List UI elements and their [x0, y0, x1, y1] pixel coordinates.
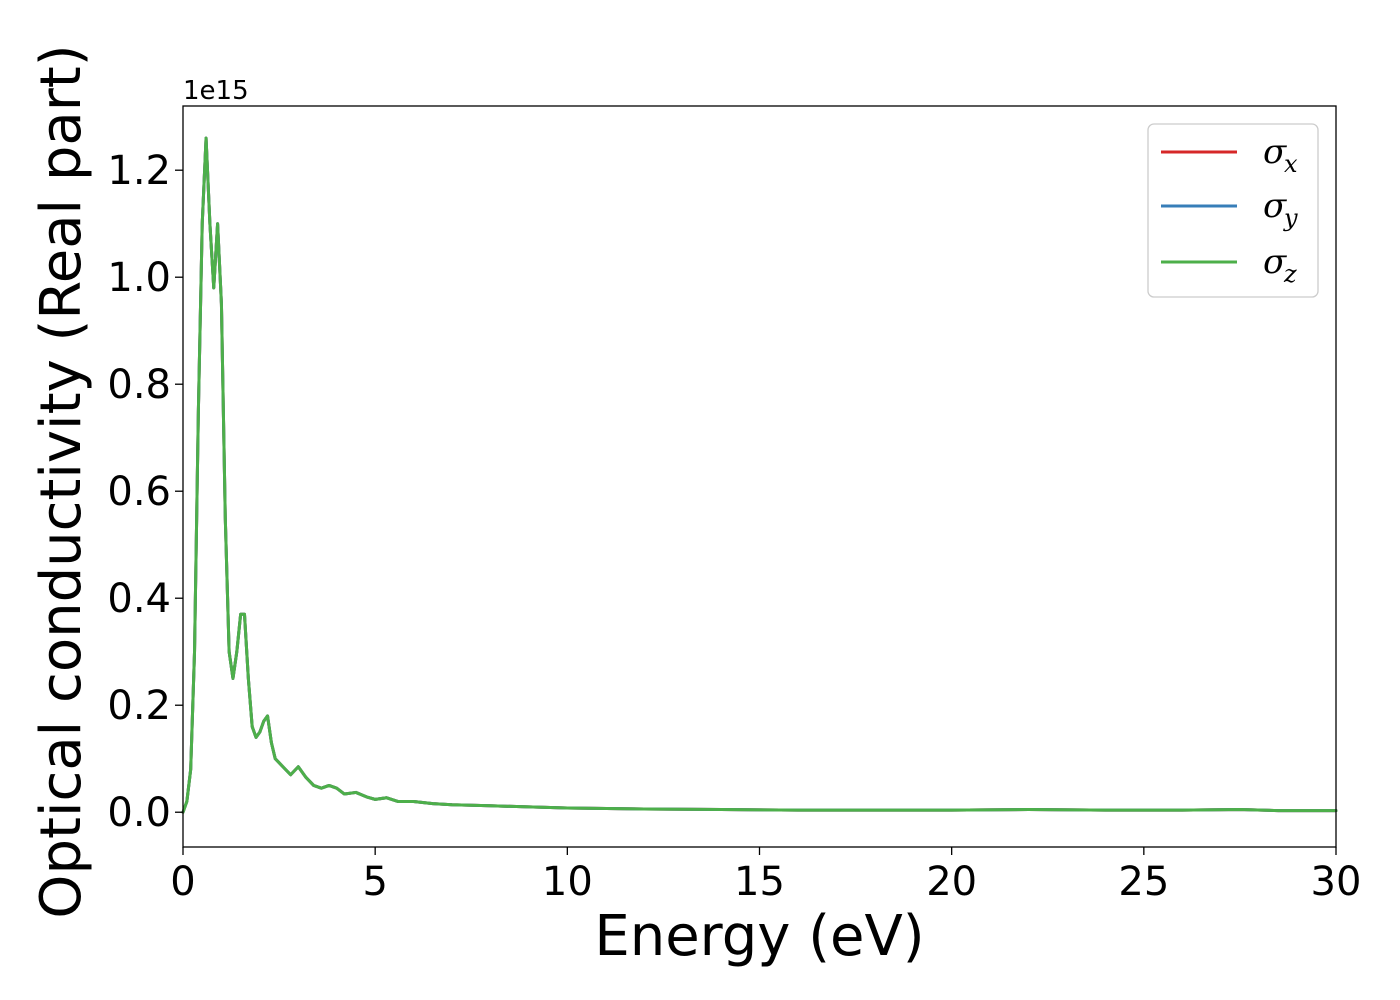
y-tick-label: 0.2 — [107, 683, 171, 729]
series-line-z — [181, 136, 1338, 814]
x-tick-label: 20 — [926, 859, 977, 905]
x-tick-label: 5 — [362, 859, 387, 905]
ticks-layer: 0 5 10 15 20 25 30 0.0 0.2 0.4 0.6 0.8 1.0 1.2 — [107, 148, 1361, 905]
legend-subscript-z: z — [1283, 260, 1297, 288]
y-axis-label: Optical conductivity (Real part) — [29, 44, 94, 918]
x-tick-label: 15 — [734, 859, 785, 905]
legend-label-z: σ — [1263, 242, 1287, 282]
y-tick-label: 0.6 — [107, 469, 171, 515]
x-tick-label: 25 — [1118, 859, 1169, 905]
legend-label-y: σ — [1263, 186, 1287, 226]
legend-box — [1147, 123, 1319, 298]
series-layer — [181, 136, 1338, 814]
y-tick-label: 0.8 — [107, 362, 171, 408]
y-offset-label: 1e15 — [183, 76, 249, 106]
x-tick-label: 30 — [1311, 859, 1362, 905]
y-tick-label: 1.2 — [107, 148, 171, 194]
y-tick-label: 0.4 — [107, 576, 171, 622]
x-axis-label: Energy (eV) — [594, 904, 924, 969]
legend-subscript-y: y — [1283, 204, 1298, 232]
x-tick-label: 10 — [542, 859, 593, 905]
legend-subscript-x: x — [1284, 150, 1298, 178]
y-tick-label: 1.0 — [107, 255, 171, 301]
legend-label-x: σ — [1263, 132, 1287, 172]
y-tick-label: 0.0 — [107, 790, 171, 836]
x-tick-label: 0 — [170, 859, 195, 905]
